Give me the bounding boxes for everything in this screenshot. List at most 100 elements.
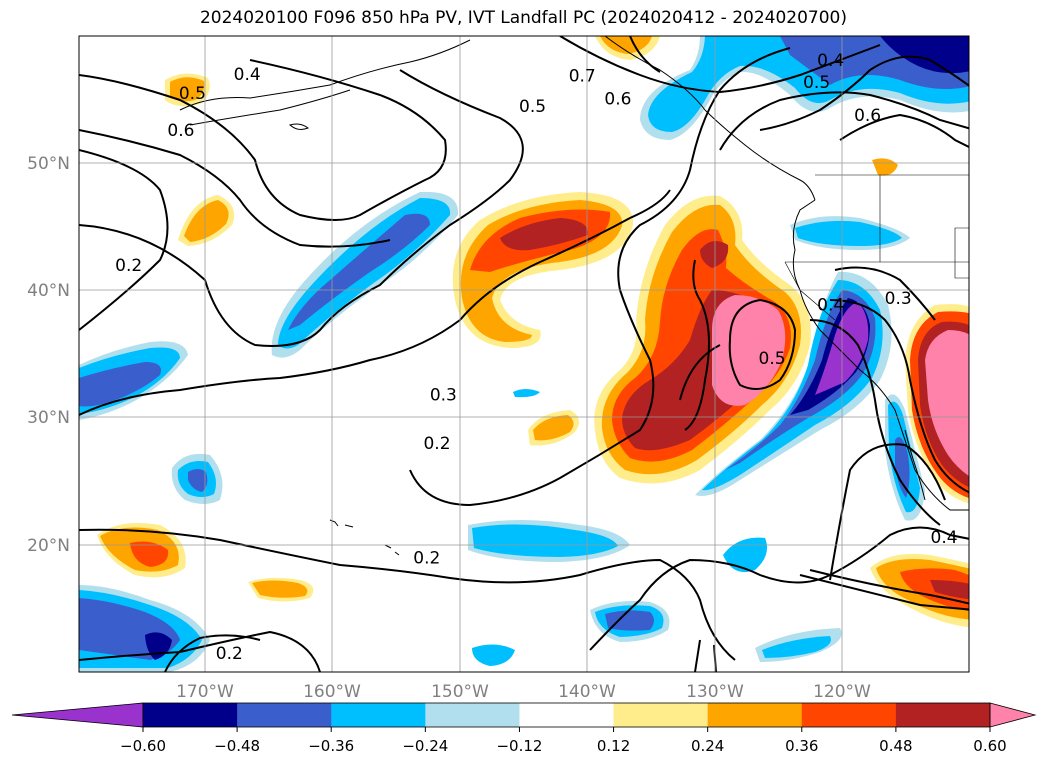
ivt-negative-region (605, 610, 654, 631)
colorbar-box (801, 703, 897, 727)
ivt-positive-region (925, 330, 969, 477)
pv-contour-label: 0.5 (803, 73, 830, 93)
colorbar-max-extend (989, 702, 1037, 728)
gridline-layer (79, 36, 969, 672)
colorbar-tick-label: −0.24 (402, 737, 448, 755)
lat-label: 30°N (27, 408, 70, 428)
pv-contour-label: 0.4 (817, 295, 844, 315)
colorbar-ticks: −0.60 −0.48 −0.36 −0.24 −0.12 0.12 0.24 0.36 0.4… (120, 727, 1007, 755)
lon-label: 160°W (303, 682, 361, 700)
ivt-positive-region (252, 580, 308, 598)
pv-contour-label: 0.5 (179, 84, 206, 104)
axis-labels: 50°N 40°N 30°N 20°N 170°W 160°W 150°W 14… (27, 154, 871, 700)
pv-contour (629, 36, 661, 73)
pv-contour-label: 0.7 (569, 66, 596, 86)
colorbar-tick-label: −0.12 (496, 737, 542, 755)
pv-contour-label: 0.5 (519, 97, 546, 117)
lon-label: 140°W (558, 682, 616, 700)
pv-contour (559, 36, 881, 94)
colorbar-tick-label: −0.48 (214, 737, 260, 755)
ivt-negative-region (472, 644, 515, 666)
colorbar-box (425, 703, 520, 727)
pv-contour (79, 630, 321, 672)
ivt-negative-region (762, 636, 831, 658)
coastline-layer (179, 36, 969, 556)
colorbar-boxes (11, 702, 1037, 728)
pv-contour-label: 0.3 (885, 289, 912, 309)
coastline (288, 123, 310, 130)
ivt-negative-region (472, 524, 618, 557)
ivt-positive-region (712, 295, 786, 406)
pv-contour-label: 0.6 (854, 106, 881, 126)
colorbar-tick-label: 0.12 (597, 737, 630, 755)
ivt-negative-region (880, 36, 969, 74)
colorbar-box (613, 703, 709, 727)
map-panel: 0.40.50.60.20.70.60.50.40.50.60.4 0.30.50… (27, 35, 970, 700)
ivt-shading-layer (79, 36, 969, 672)
ivt-positive-region (170, 77, 205, 102)
pv-contour-label: 0.2 (423, 434, 450, 454)
colorbar-box (707, 703, 803, 727)
pv-contour-label: 0.4 (234, 65, 261, 85)
colorbar-box (331, 703, 426, 727)
pv-contour (809, 569, 969, 605)
colorbar-min-extend (11, 702, 144, 728)
pv-contour-label: 0.5 (759, 349, 786, 369)
colorbar-box (519, 703, 615, 727)
pv-contour (809, 319, 941, 526)
colorbar-tick-label: 0.60 (973, 737, 1006, 755)
ivt-negative-region (895, 437, 910, 498)
colorbar-outline (142, 702, 991, 728)
pv-contour (79, 189, 671, 416)
coastline (904, 429, 926, 501)
lat-label: 50°N (27, 154, 70, 174)
map-title: 2024020100 F096 850 hPa PV, IVT Landfall… (199, 8, 847, 28)
pv-contour (589, 526, 969, 651)
ivt-negative-region (795, 220, 902, 246)
pv-contour-label: 0.2 (413, 549, 440, 569)
ivt-negative-region (288, 213, 430, 330)
pv-contour (79, 149, 169, 331)
colorbar-tick-label: 0.24 (691, 737, 724, 755)
ivt-positive-region (130, 541, 169, 567)
lat-label: 40°N (27, 281, 70, 301)
pv-contour (79, 129, 391, 248)
pv-contour-label: 0.3 (430, 386, 457, 406)
pv-contour (409, 47, 791, 507)
map-frame (78, 35, 970, 673)
colorbar-tick-label: −0.36 (308, 737, 354, 755)
coastline (792, 199, 969, 511)
colorbar-box (895, 703, 991, 727)
pv-contour (79, 59, 447, 221)
pv-contour-label: 0.6 (167, 121, 194, 141)
pv-contour (829, 443, 946, 581)
lat-label: 20°N (27, 536, 70, 556)
colorbar-box (237, 703, 332, 727)
lon-label: 130°W (686, 682, 744, 700)
pv-contour-label: 0.2 (115, 256, 142, 276)
ivt-negative-region (513, 389, 540, 398)
ivt-positive-region (700, 241, 729, 268)
pv-contour (684, 259, 710, 431)
coastline (329, 519, 400, 556)
colorbar-tick-label: 0.48 (879, 737, 912, 755)
ivt-positive-region (600, 36, 652, 54)
colorbar-box (143, 703, 238, 727)
colorbar-tick-label: −0.60 (120, 737, 166, 755)
pv-contour-label: 0.2 (216, 644, 243, 664)
lon-label: 120°W (813, 682, 871, 700)
pv-contour (719, 91, 969, 151)
lon-label: 150°W (431, 682, 489, 700)
lon-label: 170°W (176, 682, 234, 700)
pv-contour-label: 0.4 (931, 528, 958, 548)
pv-contour (829, 299, 969, 494)
pv-contour (728, 298, 797, 390)
ivt-positive-region (500, 218, 589, 251)
colorbar-tick-label: 0.36 (785, 737, 818, 755)
pv-contour-label: 0.4 (817, 51, 844, 71)
ivt-positive-region (184, 200, 229, 242)
pv-contour (839, 113, 969, 149)
ivt-negative-region (188, 469, 208, 492)
pv-contour-label: 0.6 (604, 89, 631, 109)
pv-contour-labels: 0.40.50.60.20.70.60.50.40.50.60.4 0.30.50… (115, 51, 958, 664)
